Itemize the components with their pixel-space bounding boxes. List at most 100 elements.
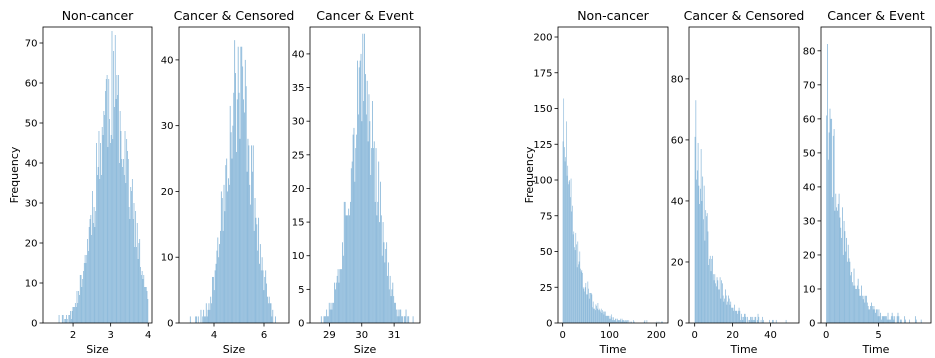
histogram-bar (711, 258, 713, 323)
histogram-bar (590, 292, 592, 323)
histogram-bar (596, 305, 597, 323)
histogram-bar (563, 98, 565, 323)
histogram-bar (755, 316, 757, 323)
histogram-bar (705, 210, 707, 323)
histogram-bar (864, 302, 866, 323)
histogram-bar (388, 289, 390, 323)
histogram-bar (883, 316, 885, 323)
y-tick-label: 10 (25, 279, 38, 290)
histogram-bar (189, 316, 191, 323)
histogram-bar (762, 316, 763, 323)
histogram-bar (105, 91, 106, 323)
histogram-bar (401, 316, 403, 323)
histogram-bar (398, 316, 400, 323)
histogram-bar (867, 305, 869, 323)
histogram-bar (250, 204, 252, 323)
histogram-bar (342, 242, 343, 323)
y-tick-label: 75 (540, 211, 553, 222)
histogram-bar (858, 288, 860, 323)
histogram-bar (710, 271, 712, 323)
histogram-bar (68, 315, 70, 323)
histogram-bar (336, 275, 338, 323)
plot-frame (820, 26, 932, 324)
histogram-bar (62, 315, 64, 323)
histogram-bar (144, 287, 145, 323)
histogram-bar (70, 319, 72, 323)
histogram-bar (253, 230, 255, 323)
histogram-bar (629, 321, 631, 323)
histogram-bar (115, 99, 117, 323)
histogram-bar (569, 180, 571, 323)
histogram-bar (385, 249, 387, 323)
histogram-bar (703, 185, 705, 323)
y-tick-label: 50 (25, 119, 38, 130)
histogram-bar (99, 179, 101, 323)
histogram-bar (887, 312, 889, 323)
histogram-bar (592, 301, 594, 323)
histogram-bar (358, 67, 360, 323)
histogram-bar (633, 320, 634, 323)
histogram-bar (772, 319, 774, 323)
x-tick-label: 3 (107, 330, 113, 341)
histogram-bar (914, 316, 916, 323)
histogram-bar (576, 267, 578, 323)
histogram-bar (701, 200, 703, 323)
histogram-bar (221, 198, 223, 323)
histogram-bar (227, 191, 228, 323)
histogram-bar (350, 201, 351, 323)
histogram-bar (732, 307, 734, 323)
histogram-bar (587, 281, 589, 323)
histogram-bar (580, 271, 582, 323)
histogram-bar (236, 99, 238, 323)
histogram-bar (578, 264, 579, 323)
histogram-bar (408, 316, 410, 323)
histogram-bars (694, 100, 787, 324)
histogram-bar (890, 319, 891, 323)
histogram-bar (249, 184, 251, 323)
histogram-bar (375, 148, 377, 323)
histogram-bar (95, 211, 97, 323)
histogram-bar (614, 320, 616, 323)
histogram-bar (116, 75, 118, 323)
histogram-bar (595, 304, 597, 323)
histogram-bar (361, 121, 363, 324)
histogram-bar (202, 316, 204, 323)
histogram-bar (752, 316, 754, 323)
histogram-bar (256, 224, 258, 323)
histogram-bar (86, 255, 88, 323)
histogram-bar (566, 121, 567, 323)
histogram-bar (251, 171, 253, 323)
histogram-bar (146, 291, 148, 323)
histogram-bar (390, 296, 392, 323)
histogram-bar (611, 317, 613, 323)
histogram-bar (91, 235, 93, 323)
y-tick-label: 30 (161, 121, 174, 132)
histogram-bar (356, 134, 358, 323)
histogram-bar (239, 138, 241, 323)
histogram-bar (571, 211, 573, 323)
histogram-bar (272, 309, 274, 323)
y-tick-label: 15 (292, 218, 305, 229)
histogram-bar (826, 115, 828, 324)
histogram-bar (136, 247, 137, 323)
histogram-bar (869, 309, 871, 323)
histogram-bar (643, 321, 645, 323)
histogram-bar (143, 275, 145, 323)
histogram-bar (195, 316, 197, 323)
histogram-bar (608, 318, 610, 323)
histogram-bar (727, 301, 729, 323)
y-tick-label: 10 (292, 251, 305, 262)
histogram-bar (76, 291, 78, 323)
histogram-bar (873, 305, 875, 323)
histogram-bar (391, 289, 393, 323)
histogram-bar (102, 135, 104, 323)
histogram-bar (333, 302, 335, 323)
histogram-bar (576, 244, 577, 323)
histogram-bar (323, 316, 325, 323)
x-tick-label: 100 (600, 330, 619, 341)
histogram-bar (876, 309, 877, 323)
histogram-bar (130, 187, 132, 323)
histogram-bar (84, 255, 86, 323)
histogram-bar (139, 239, 141, 323)
